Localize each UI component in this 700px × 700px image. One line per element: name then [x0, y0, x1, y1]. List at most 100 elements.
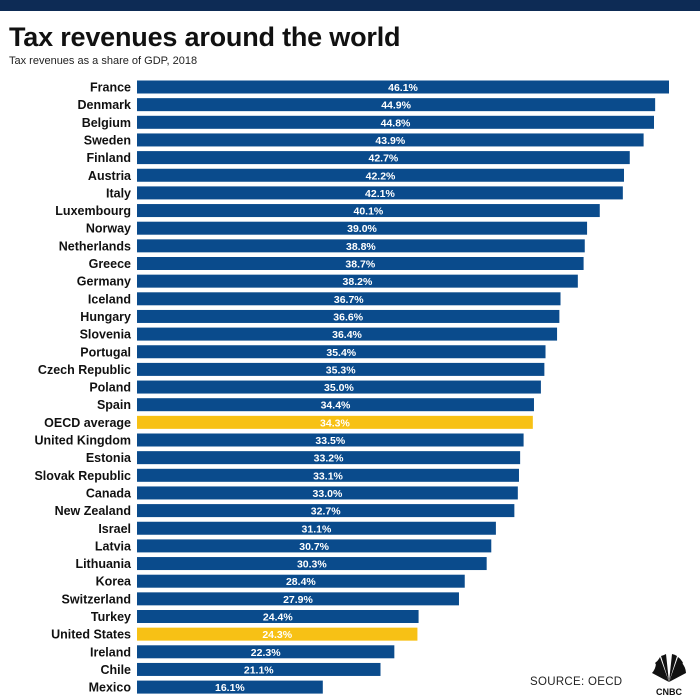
bar-chile [137, 662, 381, 676]
bar-iceland [137, 292, 561, 306]
category-label: Poland [89, 381, 131, 395]
value-label: 33.2% [314, 453, 344, 465]
value-label: 31.1% [302, 523, 332, 535]
category-label: Italy [106, 186, 131, 200]
value-label: 27.9% [283, 594, 313, 606]
cnbc-peacock-logo: CNBC [652, 654, 686, 697]
category-label: Mexico [89, 681, 132, 695]
value-label: 30.3% [297, 559, 327, 571]
value-label: 24.3% [262, 629, 292, 641]
bar-austria [137, 168, 624, 182]
bar-united-kingdom [137, 433, 524, 447]
bar-luxembourg [137, 204, 600, 218]
bar-greece [137, 257, 584, 270]
category-label: Lithuania [75, 557, 132, 571]
bar-belgium [137, 115, 654, 129]
value-label: 33.0% [313, 488, 343, 500]
bar-switzerland [137, 592, 459, 606]
bar-israel [137, 521, 496, 535]
category-label: Turkey [91, 610, 131, 624]
value-label: 33.1% [313, 470, 343, 482]
category-label: United Kingdom [34, 434, 131, 448]
value-label: 35.3% [326, 364, 356, 376]
bar-slovenia [137, 327, 558, 341]
category-label: Korea [96, 575, 132, 589]
value-label: 38.2% [343, 276, 373, 288]
value-label: 35.0% [324, 382, 354, 394]
category-label: France [90, 81, 131, 95]
category-label: New Zealand [55, 504, 131, 518]
source-note: SOURCE: OECD [530, 676, 623, 688]
category-label: United States [51, 628, 131, 642]
category-label: Norway [86, 222, 131, 236]
value-label: 22.3% [251, 647, 281, 659]
chart-title: Tax revenues around the world [9, 22, 401, 52]
value-label: 35.4% [326, 347, 356, 359]
value-label: 36.6% [333, 311, 363, 323]
value-label: 36.4% [332, 329, 362, 341]
value-label: 44.8% [381, 117, 411, 129]
category-label: Portugal [80, 345, 131, 359]
value-label: 38.8% [346, 241, 376, 253]
category-label: Belgium [82, 116, 131, 130]
bar-korea [137, 574, 465, 588]
value-label: 28.4% [286, 576, 316, 588]
value-label: 34.3% [320, 417, 350, 429]
bar-mexico [137, 680, 323, 694]
bar-france [137, 80, 669, 94]
category-label: Germany [77, 275, 131, 289]
category-label: OECD average [44, 416, 131, 430]
bar-germany [137, 274, 578, 288]
category-label: Slovak Republic [34, 469, 131, 483]
value-label: 44.9% [381, 100, 411, 112]
bar-poland [137, 380, 541, 394]
bar-sweden [137, 133, 644, 147]
category-label: Netherlands [59, 239, 131, 253]
bar-czech-republic [137, 362, 545, 376]
category-label: Slovenia [80, 328, 132, 342]
value-label: 39.0% [347, 223, 377, 235]
value-label: 30.7% [299, 541, 329, 553]
peacock-icon [652, 654, 686, 682]
top-bar [0, 0, 700, 11]
category-label: Spain [97, 398, 131, 412]
bar-canada [137, 486, 518, 500]
bar-finland [137, 151, 630, 165]
value-label: 24.4% [263, 612, 293, 624]
value-label: 40.1% [353, 206, 383, 218]
category-label: Israel [98, 522, 131, 536]
value-label: 21.1% [244, 664, 274, 676]
bar-estonia [137, 451, 521, 465]
bar-italy [137, 186, 623, 200]
value-label: 42.7% [368, 153, 398, 165]
category-label: Ireland [90, 645, 131, 659]
logo-text: CNBC [656, 687, 682, 697]
value-label: 33.5% [315, 435, 345, 447]
bar-lithuania [137, 557, 487, 571]
value-label: 46.1% [388, 82, 418, 94]
bar-oecd-average [137, 415, 533, 429]
category-label: Latvia [95, 539, 132, 553]
bar-norway [137, 221, 588, 235]
category-label: Estonia [86, 451, 132, 465]
bar-hungary [137, 309, 560, 323]
category-label: Austria [88, 169, 132, 183]
category-label: Czech Republic [38, 363, 131, 377]
bar-slovak-republic [137, 468, 519, 482]
value-label: 42.2% [366, 170, 396, 182]
category-label: Finland [87, 151, 131, 165]
bar-spain [137, 398, 534, 412]
bar-portugal [137, 345, 546, 359]
bar-ireland [137, 645, 395, 659]
category-label: Canada [86, 486, 132, 500]
bar-denmark [137, 98, 656, 112]
value-label: 43.9% [375, 135, 405, 147]
value-label: 38.7% [345, 259, 375, 271]
value-label: 34.4% [321, 400, 351, 412]
bar-new-zealand [137, 504, 515, 518]
bar-united-states [137, 627, 418, 641]
value-label: 16.1% [215, 682, 245, 694]
category-label: Iceland [88, 292, 131, 306]
value-label: 36.7% [334, 294, 364, 306]
